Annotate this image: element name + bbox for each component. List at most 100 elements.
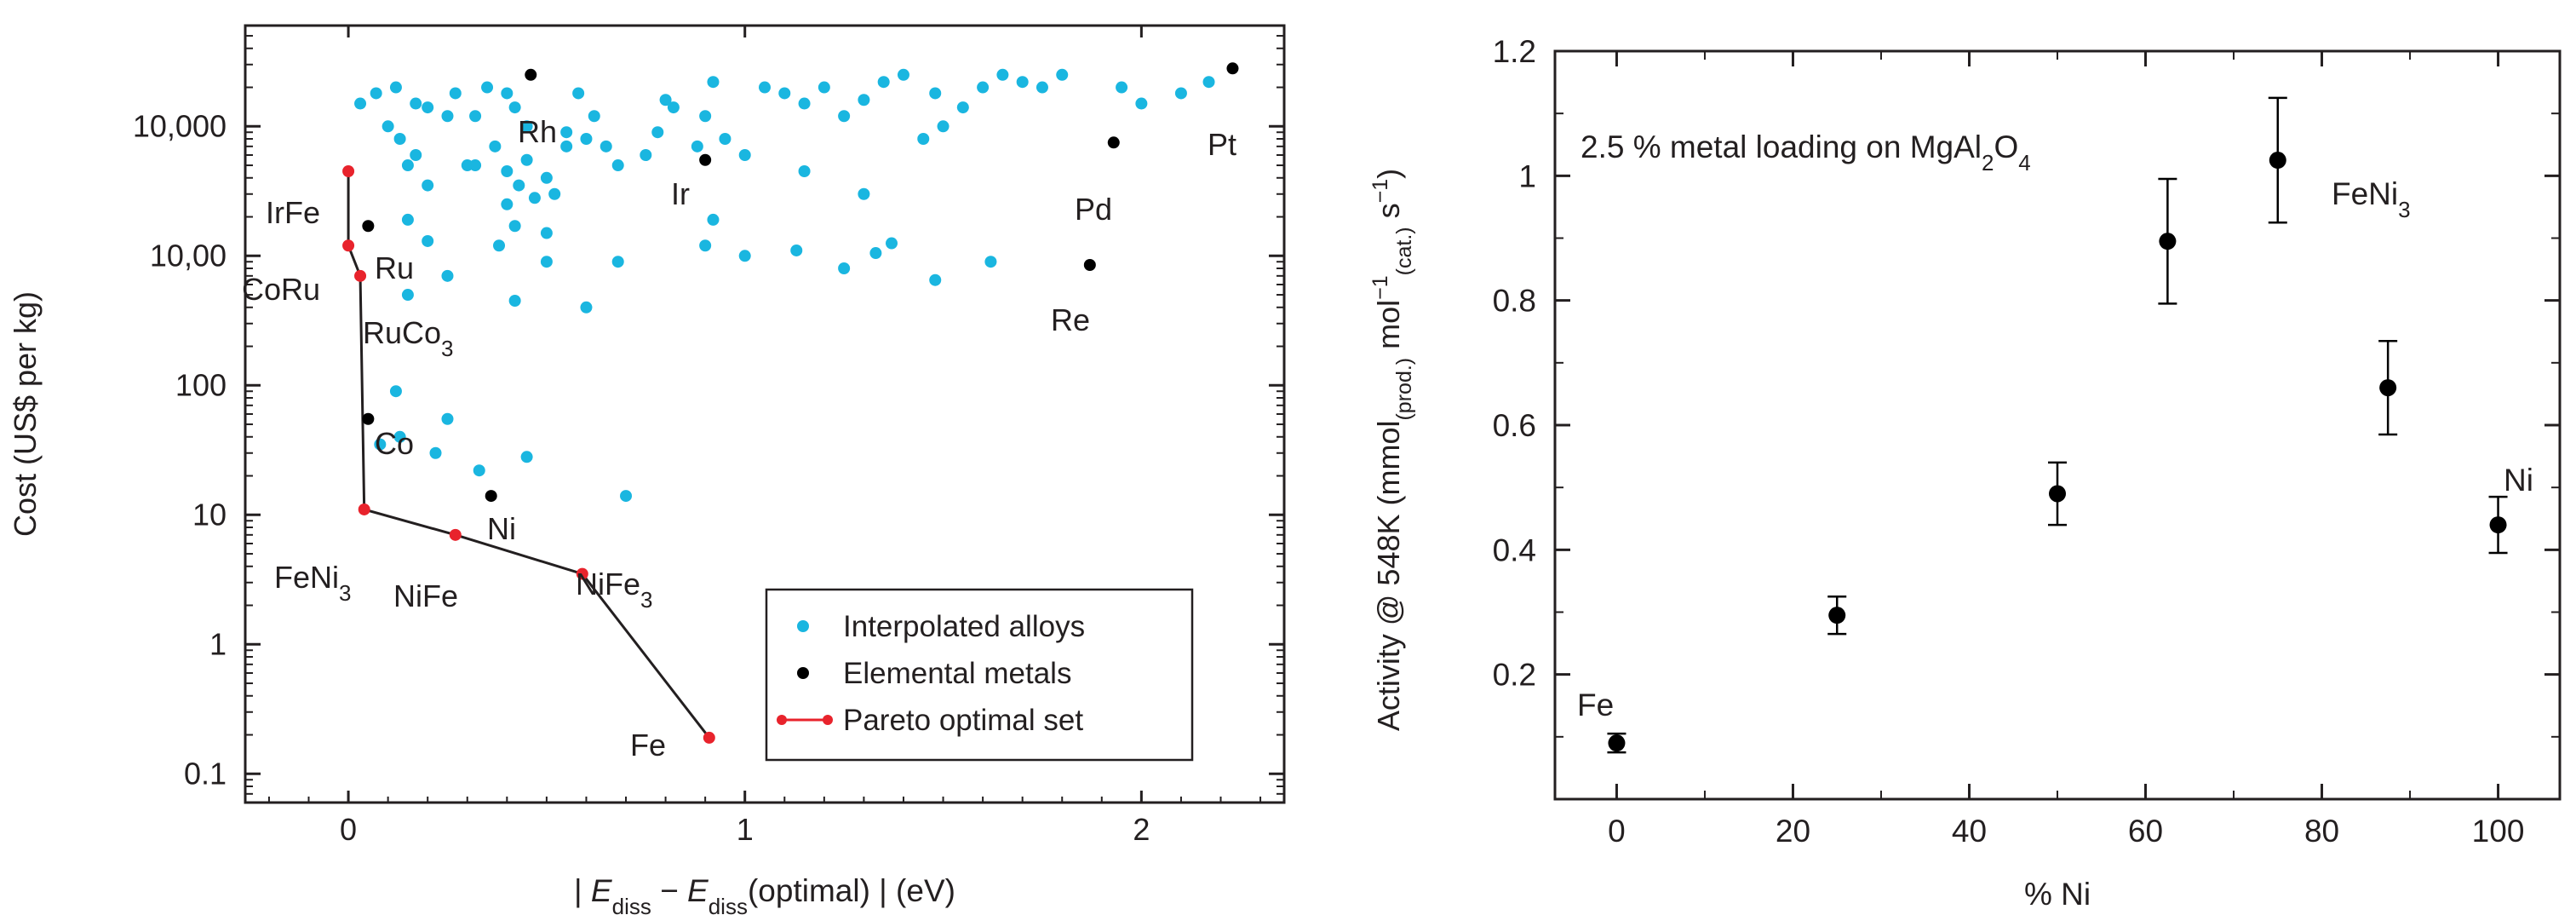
left-chart: 0 1 2 0.1 1 10 100 10,00 10,000 Cost (US$ per kg… <box>8 24 1286 915</box>
interpolated-alloy-point <box>501 164 513 177</box>
interpolated-alloy-point <box>401 159 414 172</box>
interpolated-alloy-point <box>520 153 533 166</box>
elemental-metals <box>362 62 1239 503</box>
right-x-tick-label: 80 <box>2304 814 2339 849</box>
interpolated-alloy-point <box>508 101 521 114</box>
interpolated-alloy-point <box>917 133 930 146</box>
interpolated-alloy-point <box>1056 68 1069 81</box>
legend: Interpolated alloys Elemental metals Par… <box>765 588 1194 762</box>
activity-point <box>2379 379 2397 397</box>
right-y-tick-label: 1.2 <box>1493 34 1536 69</box>
left-y-tick-label: 1 <box>209 626 227 661</box>
label-NiFe3: NiFe3 <box>576 567 652 613</box>
interpolated-alloy-point <box>401 289 414 302</box>
interpolated-alloy-point <box>540 171 553 184</box>
label-right-Ni: Ni <box>2504 463 2533 498</box>
interpolated-alloy-point <box>759 81 771 94</box>
right-x-tick-label: 100 <box>2472 814 2525 849</box>
label-IrFe: IrFe <box>266 195 320 230</box>
right-x-tick-label: 20 <box>1776 814 1810 849</box>
legend-pareto-marker-left <box>777 715 787 725</box>
interpolated-alloy-point <box>422 234 434 247</box>
left-y-tick-label: 10,00 <box>150 238 227 273</box>
interpolated-alloy-point <box>858 187 870 200</box>
activity-point <box>1608 734 1626 752</box>
interpolated-alloy-point <box>493 239 506 252</box>
interpolated-alloy-point <box>790 244 803 256</box>
interpolated-alloy-point <box>528 192 541 204</box>
pareto-point-Fe <box>703 731 715 744</box>
interpolated-alloy-point <box>572 87 585 100</box>
elemental-point-Pt <box>1226 62 1239 75</box>
interpolated-alloy-point <box>422 101 434 114</box>
label-Rh: Rh <box>518 114 557 149</box>
interpolated-alloy-point <box>393 430 406 443</box>
interpolated-alloy-point <box>929 87 942 100</box>
left-y-tick-label: 10 <box>192 497 227 532</box>
interpolated-alloy-point <box>441 110 454 123</box>
interpolated-alloy-point <box>956 101 969 114</box>
label-CoRu: CoRu <box>242 272 320 307</box>
interpolated-alloy-point <box>520 451 533 463</box>
interpolated-alloy-point <box>389 81 402 94</box>
interpolated-alloy-point <box>580 301 593 314</box>
interpolated-alloy-point <box>738 149 751 161</box>
interpolated-alloy-point <box>469 110 482 123</box>
interpolated-alloys <box>354 68 1215 503</box>
legend-interpolated-label: Interpolated alloys <box>843 610 1085 643</box>
interpolated-alloy-point <box>513 179 525 192</box>
elemental-point-Pd <box>1107 136 1120 149</box>
interpolated-alloy-point <box>977 81 990 94</box>
interpolated-alloy-point <box>798 164 811 177</box>
interpolated-alloy-point <box>501 87 513 100</box>
left-axis-ticks: 0 1 2 0.1 1 10 100 10,00 10,000 <box>133 26 1284 847</box>
legend-pareto-label: Pareto optimal set <box>843 704 1083 737</box>
right-y-tick-label: 0.8 <box>1493 284 1536 319</box>
interpolated-alloy-point <box>473 464 485 477</box>
label-NiFe: NiFe <box>393 578 458 613</box>
pareto-point-IrFe <box>342 164 355 177</box>
pareto-optimal-points <box>342 164 715 744</box>
interpolated-alloy-point <box>611 256 624 268</box>
label-FeNi3: FeNi3 <box>274 560 351 606</box>
right-x-tick-label: 60 <box>2128 814 2163 849</box>
pareto-point-CoRu <box>342 239 355 252</box>
interpolated-alloy-point <box>508 220 521 233</box>
right-chart: 0 20 40 60 80 100 0.2 0.4 0.6 0.8 1 1.2 2.5 % metal… <box>1368 34 2562 912</box>
label-RuCo3: RuCo3 <box>363 315 454 361</box>
activity-point <box>2049 485 2066 503</box>
interpolated-alloy-point <box>858 94 870 106</box>
interpolated-alloy-point <box>540 256 553 268</box>
pareto-point-NiFe3 <box>576 567 588 580</box>
interpolated-alloy-point <box>389 385 402 398</box>
interpolated-alloy-point <box>441 412 454 425</box>
interpolated-alloy-point <box>691 140 703 152</box>
label-Pd: Pd <box>1075 192 1112 227</box>
elemental-point-Re <box>1083 259 1096 272</box>
interpolated-alloy-point <box>719 133 731 146</box>
activity-point <box>2269 152 2286 170</box>
legend-elemental-label: Elemental metals <box>843 657 1071 690</box>
interpolated-alloy-point <box>886 237 898 250</box>
left-y-tick-label: 0.1 <box>184 756 227 791</box>
interpolated-alloy-point <box>1036 81 1048 94</box>
interpolated-alloy-point <box>699 239 712 252</box>
label-right-Fe: Fe <box>1577 688 1614 722</box>
activity-point <box>2489 516 2507 534</box>
interpolated-alloy-point <box>640 149 652 161</box>
pareto-point-RuCo3 <box>354 269 367 282</box>
interpolated-alloy-point <box>798 97 811 110</box>
label-Co: Co <box>375 426 414 461</box>
right-y-tick-label: 1 <box>1518 158 1536 193</box>
interpolated-alloy-point <box>449 87 462 100</box>
label-Pt: Pt <box>1208 127 1236 162</box>
left-x-tick-label: 0 <box>340 812 357 847</box>
right-x-tick-label: 40 <box>1952 814 1987 849</box>
left-y-tick-label: 10,000 <box>133 108 227 143</box>
interpolated-alloy-point <box>401 213 414 226</box>
interpolated-alloy-point <box>374 438 387 451</box>
interpolated-alloy-point <box>600 140 612 152</box>
right-x-axis-label: % Ni <box>2024 877 2091 912</box>
right-axis-ticks: 0 20 40 60 80 100 0.2 0.4 0.6 0.8 1 1.2 <box>1493 34 2560 849</box>
